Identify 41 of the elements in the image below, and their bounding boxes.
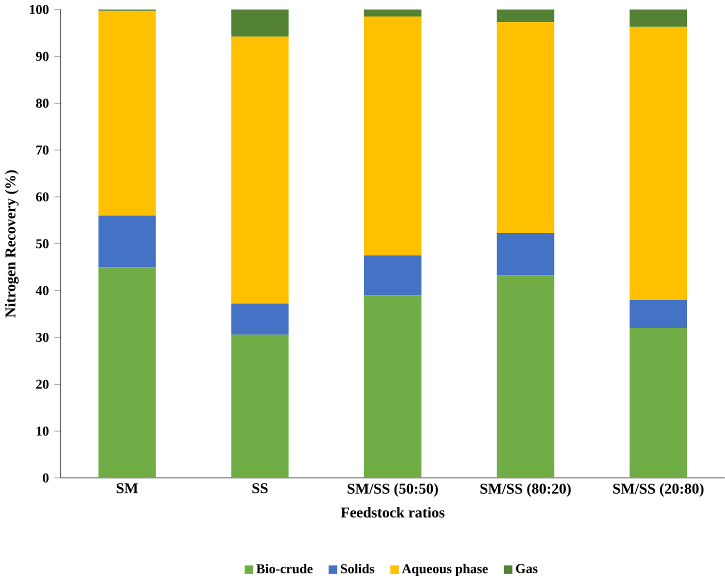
bar [231,36,289,304]
bar [98,215,156,267]
legend-label: Gas [516,564,538,573]
bar [98,10,156,216]
y-tick-label: 40 [36,286,49,295]
bar [231,304,289,334]
bar [496,9,554,22]
x-tick-label: SM/SS (20:80) [613,483,704,497]
bar [364,295,422,478]
x-tick-label: SS [252,483,268,494]
bar [630,300,688,328]
legend-label: Aqueous phase [402,564,488,576]
y-tick-label: 0 [42,473,49,482]
y-tick-label: 30 [36,332,49,342]
y-tick-label: 50 [36,238,49,248]
x-axis-title: Feedstock ratios [340,506,444,518]
y-tick-label: 20 [36,380,49,389]
y-tick-label: 80 [36,98,49,108]
y-tick-label: 10 [36,426,49,436]
y-tick-label: 70 [36,145,49,154]
bar [231,9,289,36]
y-tick-label: 60 [36,192,49,202]
bar [364,16,422,256]
y-tick-label: 100 [30,4,49,14]
bar [98,266,156,478]
bar [364,9,422,16]
x-tick-label: SM/SS (80:20) [480,483,571,497]
x-tick-label: SM/SS (50:50) [348,483,438,497]
legend-label: Bio-crude [256,564,313,574]
bar [364,255,422,296]
bar [496,274,554,478]
bar [231,334,289,478]
legend-label: Solids [340,564,374,574]
x-tick-label: SM [116,483,138,494]
bar [496,22,554,233]
bar [630,9,688,27]
bar [496,232,554,275]
bar [630,328,688,478]
y-axis-title: Nitrogen Recovery (%) [4,170,19,318]
bar [630,26,688,300]
y-tick-label: 90 [36,52,49,61]
